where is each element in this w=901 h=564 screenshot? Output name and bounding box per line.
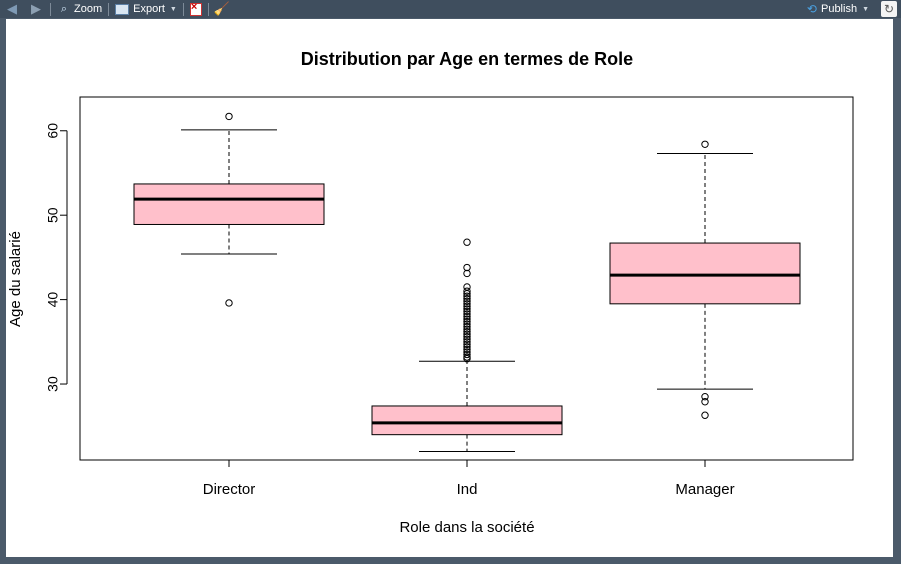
- outlier-point: [225, 112, 233, 121]
- x-tick-label: Ind: [457, 481, 478, 498]
- y-tick-label: 40: [45, 292, 61, 308]
- forward-button[interactable]: ▶: [24, 0, 48, 18]
- outlier-point: [463, 327, 471, 336]
- plot-pane: Distribution par Age en termes de Role R…: [6, 19, 893, 557]
- outlier-point: [463, 305, 471, 313]
- boxplot-chart: Distribution par Age en termes de Role R…: [7, 49, 854, 536]
- outlier-point: [463, 354, 471, 363]
- remove-plot-icon: [189, 1, 202, 16]
- iqr-box: [609, 242, 801, 305]
- outlier-point: [463, 338, 471, 346]
- y-tick-label: 60: [45, 123, 61, 139]
- x-axis: Director Ind Manager: [203, 459, 735, 498]
- outlier-point: [463, 312, 471, 321]
- outlier-point: [463, 302, 471, 311]
- export-button[interactable]: Export ▼: [111, 0, 181, 18]
- outlier-point: [463, 345, 471, 354]
- outlier-point: [463, 317, 471, 326]
- toolbar-right: ⟲ Publish ▼ ↻: [803, 0, 901, 18]
- zoom-label: Zoom: [74, 3, 103, 15]
- x-tick-label: Manager: [675, 481, 734, 498]
- toolbar-divider: [108, 2, 110, 16]
- box-director: [133, 112, 325, 307]
- publish-icon: ⟲: [806, 2, 817, 16]
- box-manager: [609, 140, 801, 419]
- publish-button[interactable]: ⟲ Publish ▼: [803, 0, 873, 18]
- refresh-icon[interactable]: ↻: [881, 1, 897, 17]
- x-tick-label: Director: [203, 481, 256, 498]
- outlier-point: [463, 333, 471, 341]
- iqr-box: [371, 405, 563, 436]
- publish-label: Publish: [820, 3, 858, 15]
- y-axis-label: Age du salarié: [7, 231, 24, 327]
- toolbar-divider: [50, 2, 51, 16]
- y-axis: 30 40 50 60: [45, 123, 68, 392]
- outlier-point: [463, 315, 471, 323]
- forward-arrow-icon: ▶: [31, 1, 41, 16]
- outlier-point: [701, 392, 709, 401]
- outlier-point: [463, 335, 471, 343]
- box-ind: [371, 238, 563, 453]
- export-label: Export: [133, 3, 165, 15]
- outlier-point: [463, 340, 471, 349]
- remove-plot-button[interactable]: [186, 0, 206, 18]
- outlier-point: [463, 320, 471, 328]
- outlier-point: [463, 287, 471, 295]
- outlier-point: [463, 343, 471, 351]
- boxes-layer: [133, 112, 801, 453]
- outlier-point: [463, 310, 471, 318]
- chart-title: Distribution par Age en termes de Role: [301, 49, 633, 69]
- clear-plots-button[interactable]: 🧹: [211, 0, 236, 18]
- outlier-point: [463, 269, 471, 278]
- outlier-point: [463, 289, 471, 298]
- outlier-point: [463, 295, 471, 303]
- outlier-point: [463, 330, 471, 338]
- outlier-point: [225, 299, 233, 307]
- back-button[interactable]: ◀: [0, 0, 24, 18]
- outlier-point: [463, 300, 471, 308]
- outlier-point: [463, 307, 471, 316]
- zoom-button[interactable]: ⌕ Zoom: [53, 0, 106, 18]
- export-icon: [115, 3, 130, 15]
- x-axis-label: Role dans la société: [399, 519, 534, 536]
- outlier-point: [463, 325, 471, 333]
- outlier-point: [463, 350, 471, 359]
- chevron-down-icon: ▼: [862, 5, 869, 13]
- outlier-point: [463, 238, 471, 246]
- chevron-down-icon: ▼: [169, 5, 177, 13]
- outlier-point: [463, 292, 471, 300]
- outlier-point: [463, 322, 471, 331]
- iqr-box: [133, 183, 325, 225]
- plot-toolbar: ◀ ▶ ⌕ Zoom Export ▼ 🧹 ⟲ Publish ▼ ↻: [0, 0, 901, 18]
- outlier-point: [701, 398, 709, 406]
- y-tick-label: 30: [45, 376, 61, 392]
- zoom-icon: ⌕: [60, 2, 68, 15]
- back-arrow-icon: ◀: [7, 1, 17, 16]
- toolbar-divider: [207, 2, 209, 16]
- toolbar-divider: [182, 2, 184, 16]
- y-tick-label: 50: [45, 207, 61, 223]
- outlier-point: [701, 411, 709, 419]
- outlier-point: [701, 140, 709, 148]
- outlier-point: [463, 297, 471, 305]
- broom-icon: 🧹: [213, 1, 230, 16]
